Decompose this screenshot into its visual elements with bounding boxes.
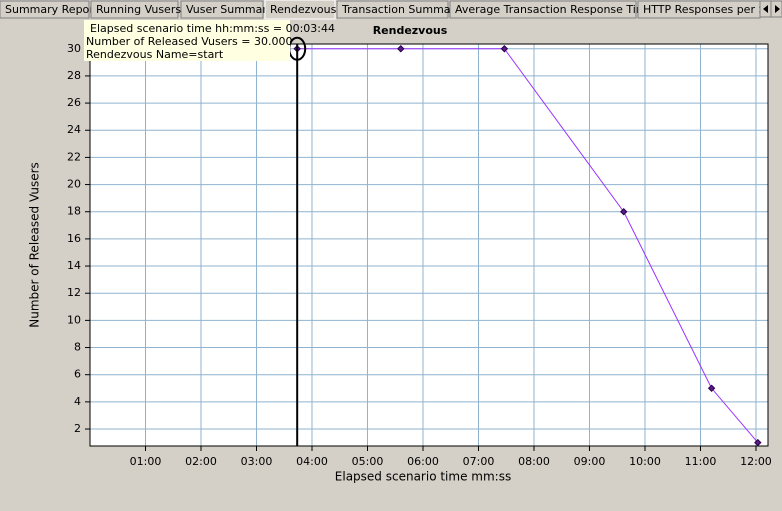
series-line bbox=[297, 48, 759, 443]
x-tick-label: 09:00 bbox=[574, 455, 606, 468]
plot-border bbox=[89, 43, 769, 447]
tab-label[interactable]: HTTP Responses per S bbox=[643, 3, 765, 16]
tab-label[interactable]: Summary Report bbox=[5, 3, 99, 16]
y-tick-label: 2 bbox=[74, 422, 81, 435]
x-tick-label: 01:00 bbox=[130, 455, 162, 468]
y-tick-label: 10 bbox=[67, 313, 81, 326]
y-tick-label: 20 bbox=[67, 178, 81, 191]
data-point bbox=[397, 45, 405, 53]
y-tick-label: 28 bbox=[67, 69, 81, 82]
y-tick-label: 26 bbox=[67, 96, 81, 109]
tab-label[interactable]: Vuser Summary bbox=[186, 3, 274, 16]
scroll-left-arrow bbox=[763, 5, 768, 13]
chart-title: Rendezvous bbox=[373, 24, 448, 37]
tab[interactable] bbox=[0, 0, 90, 19]
tab[interactable] bbox=[449, 0, 637, 19]
tooltip-line: Rendezvous Name=start bbox=[86, 48, 224, 61]
y-tick-label: 14 bbox=[67, 259, 81, 272]
y-tick-label: 8 bbox=[74, 341, 81, 354]
y-tick-label: 30 bbox=[67, 42, 81, 55]
data-point bbox=[754, 438, 762, 447]
tab-label[interactable]: Average Transaction Response Time bbox=[455, 3, 654, 16]
y-tick-label: 4 bbox=[74, 395, 81, 408]
scroll-right-arrow bbox=[775, 5, 780, 13]
y-tick-label: 18 bbox=[67, 205, 81, 218]
y-tick-label: 16 bbox=[67, 232, 81, 245]
data-point bbox=[707, 384, 716, 392]
data-point bbox=[500, 45, 509, 53]
x-tick-label: 05:00 bbox=[352, 455, 384, 468]
y-axis-label: Number of Released Vusers bbox=[28, 162, 42, 328]
y-tick-label: 6 bbox=[74, 368, 81, 381]
y-tick-label: 24 bbox=[67, 123, 81, 136]
tab[interactable] bbox=[264, 0, 336, 20]
tab[interactable] bbox=[90, 0, 179, 19]
data-point bbox=[619, 208, 628, 216]
tooltip-line: Elapsed scenario time hh:mm:ss = 00:03:4… bbox=[90, 22, 335, 35]
x-axis-label: Elapsed scenario time mm:ss bbox=[335, 470, 511, 484]
tab-label[interactable]: Transaction Summary bbox=[341, 3, 462, 16]
x-tick-label: 08:00 bbox=[518, 455, 550, 468]
y-tick-label: 22 bbox=[67, 150, 81, 163]
tooltip: Elapsed scenario time hh:mm:ss = 00:03:4… bbox=[84, 20, 335, 61]
y-tick-label: 12 bbox=[67, 286, 81, 299]
x-tick-label: 10:00 bbox=[629, 455, 661, 468]
x-tick-label: 11:00 bbox=[685, 455, 717, 468]
x-tick-label: 02:00 bbox=[185, 455, 217, 468]
x-tick-label: 06:00 bbox=[407, 455, 439, 468]
x-tick-label: 07:00 bbox=[463, 455, 495, 468]
x-tick-label: 12:00 bbox=[740, 455, 772, 468]
tab[interactable] bbox=[336, 0, 449, 19]
tab[interactable] bbox=[180, 0, 264, 19]
tooltip-box bbox=[84, 20, 290, 61]
plot-area bbox=[90, 44, 768, 446]
tab-label[interactable]: Rendezvous bbox=[270, 3, 337, 16]
x-tick-label: 04:00 bbox=[296, 455, 328, 468]
tooltip-line: Number of Released Vusers = 30.000 bbox=[86, 35, 292, 48]
tab-label[interactable]: Running Vusers bbox=[96, 3, 181, 16]
x-tick-label: 03:00 bbox=[241, 455, 273, 468]
